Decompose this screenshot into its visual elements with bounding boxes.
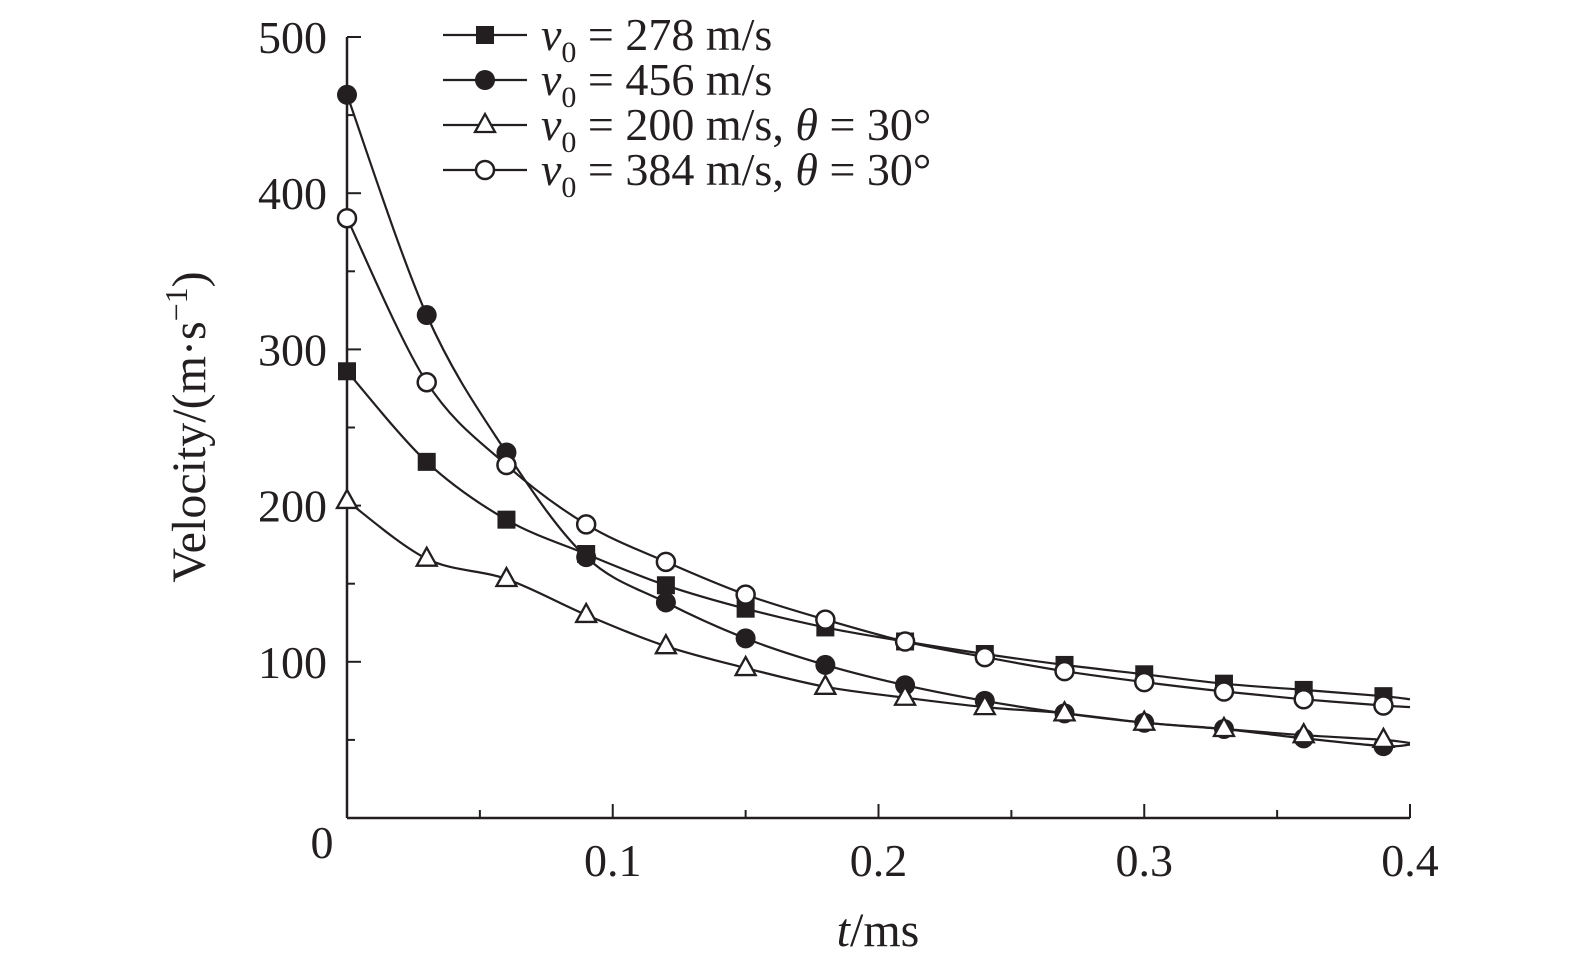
data-point bbox=[972, 693, 997, 716]
y-axis-superscript: −1 bbox=[158, 287, 194, 321]
legend-label: v0 = 200 m/s, θ = 30° bbox=[541, 99, 931, 159]
data-point bbox=[338, 362, 356, 381]
data-point bbox=[1291, 721, 1316, 744]
data-point bbox=[736, 599, 755, 618]
series-4 bbox=[336, 207, 1411, 716]
origin-label: 0 bbox=[311, 817, 334, 868]
data-point bbox=[497, 510, 516, 529]
legend-label: v0 = 278 m/s bbox=[541, 9, 772, 69]
data-point bbox=[1132, 709, 1157, 731]
data-point bbox=[576, 547, 597, 568]
legend-item-3: v0 = 200 m/s, θ = 30° bbox=[443, 99, 931, 159]
data-point bbox=[893, 684, 918, 706]
y-tick-label: 100 bbox=[258, 637, 327, 688]
data-point bbox=[335, 487, 359, 510]
data-point bbox=[655, 592, 676, 613]
x-tick-label: 0.3 bbox=[1116, 835, 1174, 886]
data-point bbox=[336, 207, 358, 229]
x-axis-title: t/ms bbox=[837, 904, 920, 957]
data-point bbox=[575, 514, 597, 535]
y-axis-close: ) bbox=[163, 271, 216, 287]
data-point bbox=[1134, 671, 1155, 693]
data-point bbox=[735, 628, 756, 649]
x-axis-unit: /ms bbox=[850, 904, 919, 957]
data-point bbox=[1293, 689, 1314, 710]
data-point bbox=[416, 305, 437, 326]
axis-ticks: 100 200 300 400 500 0.1 0.2 0.3 0.4 bbox=[258, 12, 1439, 886]
data-point bbox=[416, 371, 437, 393]
data-point bbox=[735, 584, 756, 605]
data-point bbox=[974, 646, 996, 668]
legend: v0 = 278 m/sv0 = 456 m/sv0 = 200 m/s, θ … bbox=[443, 9, 931, 204]
y-tick-label: 500 bbox=[258, 12, 327, 63]
data-point bbox=[414, 545, 439, 567]
data-point bbox=[1054, 660, 1075, 682]
series-line bbox=[346, 500, 1411, 745]
x-axis-variable: t bbox=[837, 904, 852, 957]
data-point bbox=[656, 576, 675, 595]
data-point bbox=[653, 632, 678, 655]
data-point bbox=[337, 84, 357, 105]
y-tick-label: 300 bbox=[258, 324, 327, 375]
data-point bbox=[496, 454, 517, 476]
x-tick-label: 0.4 bbox=[1381, 835, 1439, 886]
data-point bbox=[655, 551, 677, 573]
x-tick-label: 0.1 bbox=[584, 835, 642, 886]
series-line bbox=[346, 370, 1411, 701]
y-axis-base: Velocity/(m·s bbox=[163, 321, 216, 582]
y-tick-label: 400 bbox=[258, 168, 327, 219]
legend-marker bbox=[475, 70, 495, 90]
series-1 bbox=[338, 362, 1411, 706]
legend-marker bbox=[474, 159, 496, 181]
data-point bbox=[1212, 715, 1236, 738]
data-point bbox=[417, 452, 436, 471]
legend-item-1: v0 = 278 m/s bbox=[443, 9, 772, 69]
data-point bbox=[1052, 699, 1077, 722]
y-tick-label: 200 bbox=[258, 481, 327, 532]
legend-item-2: v0 = 456 m/s bbox=[443, 54, 772, 114]
data-point bbox=[815, 654, 836, 675]
series-3 bbox=[335, 487, 1411, 749]
y-axis-title: Velocity/(m·s−1) bbox=[158, 271, 216, 582]
data-point bbox=[494, 565, 519, 588]
data-point bbox=[894, 631, 916, 652]
legend-label: v0 = 384 m/s, θ = 30° bbox=[541, 144, 931, 204]
legend-item-4: v0 = 384 m/s, θ = 30° bbox=[443, 144, 931, 204]
data-point bbox=[1213, 681, 1235, 702]
legend-label: v0 = 456 m/s bbox=[541, 54, 772, 114]
data-point bbox=[1371, 726, 1396, 749]
data-point bbox=[815, 609, 836, 630]
data-point bbox=[1373, 695, 1394, 716]
series-group bbox=[335, 84, 1411, 757]
x-tick-label: 0.2 bbox=[850, 835, 908, 886]
data-point bbox=[574, 601, 599, 624]
data-point bbox=[733, 654, 758, 677]
legend-marker bbox=[476, 26, 494, 44]
data-point bbox=[813, 673, 838, 695]
legend-marker bbox=[473, 111, 497, 134]
